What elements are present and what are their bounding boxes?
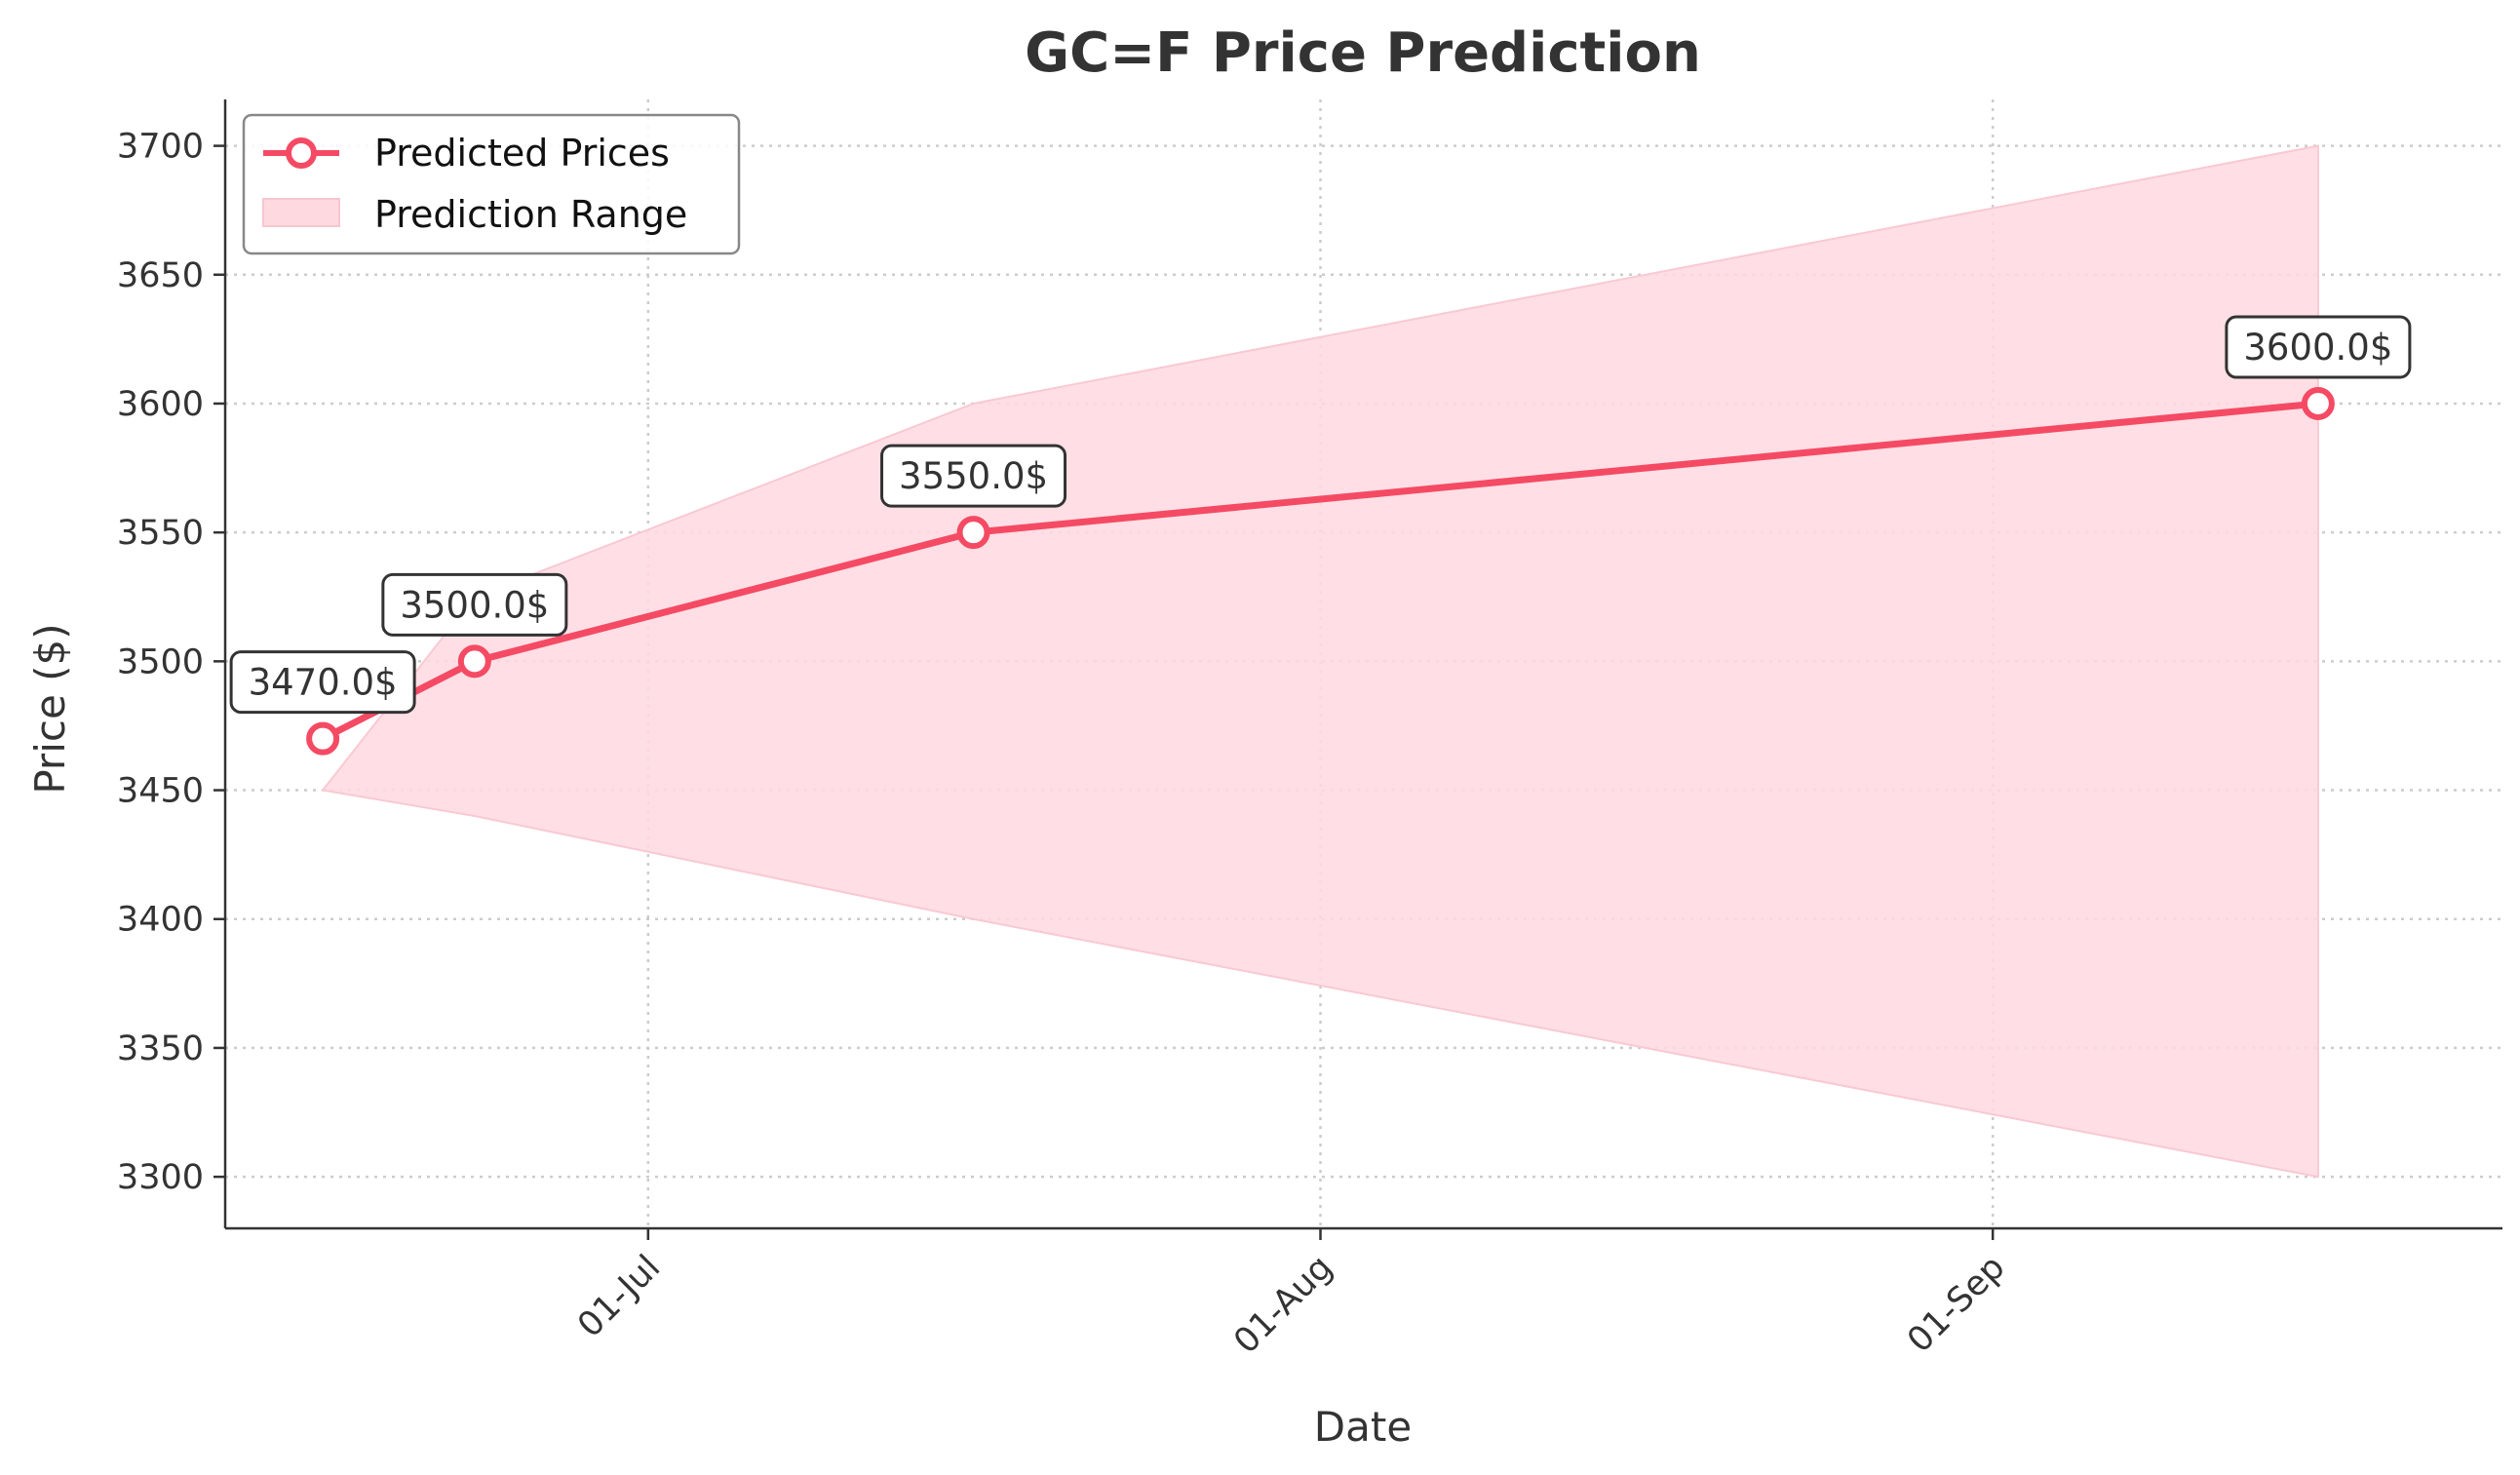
data-label-box-2 xyxy=(880,444,1067,508)
y-tick-label-3300: 3300 xyxy=(117,1158,204,1197)
data-label-box-1 xyxy=(381,572,568,637)
predicted-prices-markers xyxy=(306,386,2335,756)
prediction-range-band xyxy=(321,144,2319,1179)
data-label-1: 3500.0$ xyxy=(400,584,549,626)
legend-range-icon xyxy=(262,198,340,227)
data-label-3: 3600.0$ xyxy=(2243,327,2392,369)
data-labels: 3470.0$3500.0$ 3550.0$ 3600.0$ xyxy=(229,315,2412,715)
y-tick-label-3700: 3700 xyxy=(117,128,204,167)
data-point-1 xyxy=(457,644,491,679)
legend-label-prediction-range: Prediction Range xyxy=(374,193,687,236)
data-label-group-2: 3550.0$ xyxy=(880,444,1067,508)
data-label-2: 3550.0$ xyxy=(899,455,1048,497)
legend-marker-icon xyxy=(286,137,317,169)
data-label-box-3 xyxy=(2225,315,2412,379)
legend-label-predicted-prices: Predicted Prices xyxy=(374,132,670,175)
y-tick-label-3400: 3400 xyxy=(117,901,204,940)
y-tick-label-3550: 3550 xyxy=(117,514,204,553)
prediction-range-area xyxy=(321,144,2319,1179)
y-tick-label-3450: 3450 xyxy=(117,772,204,811)
y-axis-label: Price ($) xyxy=(26,623,74,794)
data-label-box-0 xyxy=(229,650,416,715)
data-point-0 xyxy=(306,721,340,756)
legend: Predicted Prices Prediction Range xyxy=(242,113,741,255)
data-label-group-3: 3600.0$ xyxy=(2225,315,2412,379)
data-label-0: 3470.0$ xyxy=(249,662,398,704)
y-tick-label-3350: 3350 xyxy=(117,1029,204,1068)
y-tick-label-3500: 3500 xyxy=(117,642,204,681)
y-tick-label-3650: 3650 xyxy=(117,256,204,295)
chart-title: GC=F Price Prediction xyxy=(1025,21,1701,85)
x-axis-label: Date xyxy=(1314,1403,1412,1451)
y-tick-label-3600: 3600 xyxy=(117,385,204,424)
data-label-group-0: 3470.0$ xyxy=(229,650,416,715)
legend-frame xyxy=(242,113,741,255)
data-point-3 xyxy=(2301,386,2335,420)
data-point-2 xyxy=(956,516,990,550)
data-label-group-1: 3500.0$ xyxy=(381,572,568,637)
